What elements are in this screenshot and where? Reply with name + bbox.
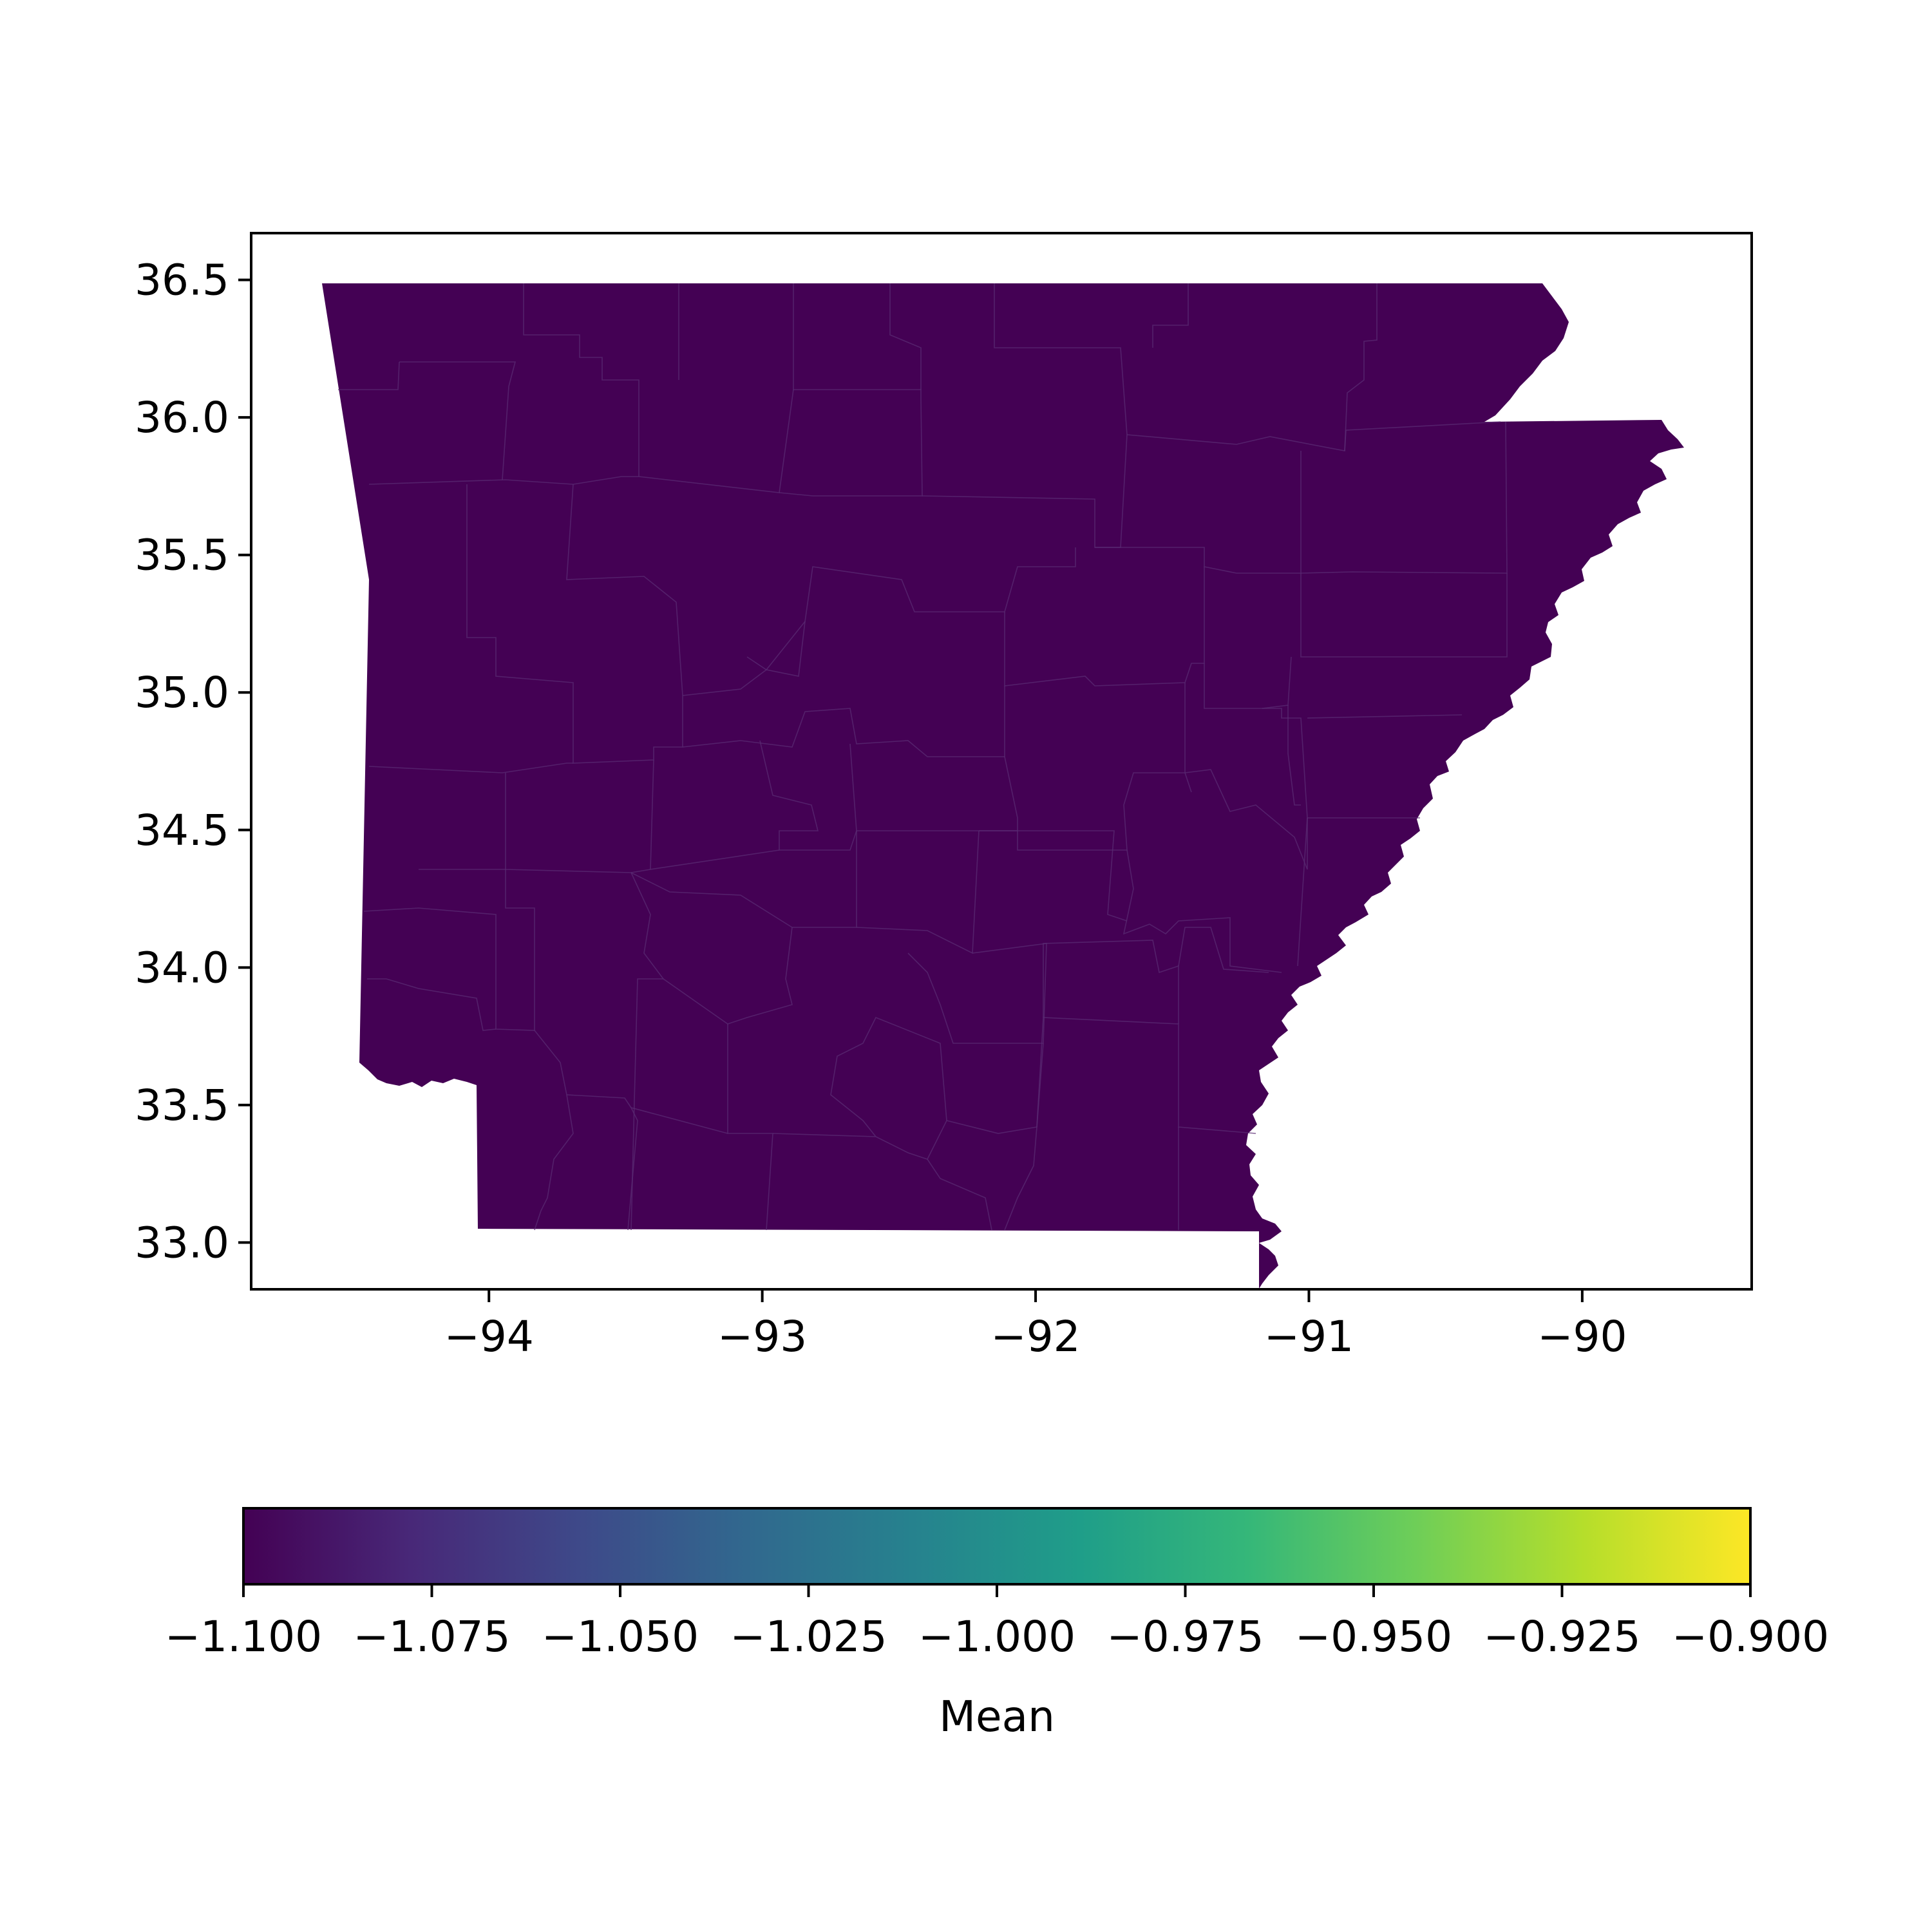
- county-boundary: [856, 830, 980, 954]
- county-boundary: [746, 547, 1076, 671]
- arkansas-state-shape: [322, 283, 1684, 1289]
- county-boundary: [338, 361, 400, 390]
- colorbar-tick-label: −1.075: [353, 1612, 510, 1662]
- county-boundary: [1004, 1126, 1037, 1231]
- y-tick-label: 35.0: [135, 668, 229, 717]
- county-boundary: [1043, 940, 1179, 1024]
- county-boundary: [630, 831, 857, 928]
- y-axis-ticks: 33.0 33.5 34.0 34.5 35.0 35.5 36.0 36.5: [135, 256, 251, 1267]
- county-boundary: [1307, 714, 1463, 719]
- county-boundary: [1095, 451, 1302, 574]
- county-boundary: [1122, 849, 1282, 973]
- county-boundary: [772, 1016, 947, 1160]
- county-boundary: [1300, 421, 1508, 574]
- county-boundary: [1184, 769, 1308, 870]
- x-tick-label: −92: [990, 1312, 1080, 1361]
- x-tick-label: −91: [1264, 1312, 1354, 1361]
- county-boundary: [505, 773, 651, 873]
- map-axes-frame: [250, 232, 1753, 1291]
- county-boundary: [566, 1094, 632, 1108]
- county-boundary: [927, 1159, 992, 1231]
- county-boundary: [627, 1106, 728, 1231]
- colorbar: −1.100 −1.075 −1.050 −1.025 −1.000 −0.975 −0.9…: [165, 1507, 1829, 1741]
- county-boundary: [663, 927, 793, 1025]
- y-tick-label: 33.0: [135, 1218, 229, 1267]
- colorbar-label: Mean: [939, 1692, 1055, 1741]
- y-tick-label: 33.5: [135, 1081, 229, 1130]
- county-boundary: [399, 361, 516, 480]
- colorbar-tick-label: −1.025: [730, 1612, 887, 1662]
- y-tick-label: 34.0: [135, 943, 229, 992]
- county-boundary: [523, 283, 639, 477]
- county-boundary: [1126, 421, 1501, 451]
- y-tick-label: 36.5: [135, 256, 229, 305]
- county-boundary: [727, 1024, 773, 1231]
- county-boundary: [466, 484, 683, 764]
- county-boundary: [946, 1043, 1044, 1134]
- county-boundary: [1287, 705, 1301, 806]
- y-tick-label: 36.0: [135, 393, 229, 442]
- x-axis-ticks: −94 −93 −92 −91 −90: [444, 1289, 1627, 1361]
- colorbar-gradient: [243, 1508, 1750, 1584]
- map-axes: −94 −93 −92 −91 −90 33.0 33.5 34.0 34.5 35.0 35.5…: [135, 232, 1753, 1361]
- county-boundary: [368, 762, 573, 773]
- x-tick-label: −90: [1537, 1312, 1627, 1361]
- county-boundary: [979, 830, 1128, 922]
- colorbar-tick-label: −0.950: [1295, 1612, 1452, 1662]
- county-boundary: [566, 484, 683, 696]
- colorbar-tick-label: −1.050: [542, 1612, 699, 1662]
- colorbar-ticks: −1.100 −1.075 −1.050 −1.025 −1.000 −0.975 −0.9…: [165, 1584, 1829, 1662]
- county-boundary: [1184, 772, 1192, 793]
- county-lines: [338, 283, 1508, 1231]
- y-tick-label: 35.5: [135, 531, 229, 580]
- county-boundary: [779, 399, 923, 497]
- colorbar-tick-label: −1.100: [165, 1612, 322, 1662]
- colorbar-tick-label: −0.975: [1106, 1612, 1264, 1662]
- county-boundary: [1152, 283, 1189, 348]
- county-boundary: [1344, 283, 1378, 451]
- county-boundary: [682, 621, 806, 696]
- county-boundary: [367, 978, 497, 1031]
- county-boundary: [534, 1030, 574, 1231]
- colorbar-tick-label: −0.900: [1672, 1612, 1829, 1662]
- county-boundary: [682, 708, 1005, 757]
- county-boundary: [1300, 573, 1508, 658]
- x-tick-label: −94: [444, 1312, 534, 1361]
- county-boundary: [793, 283, 922, 399]
- county-boundary: [1262, 708, 1308, 967]
- county-boundary: [759, 740, 857, 851]
- county-boundary: [1178, 927, 1269, 973]
- y-tick-label: 34.5: [135, 806, 229, 855]
- colorbar-tick-label: −0.925: [1483, 1612, 1640, 1662]
- x-tick-label: −93: [717, 1312, 807, 1361]
- county-boundary: [994, 283, 1128, 435]
- colorbar-tick-label: −1.000: [918, 1612, 1075, 1662]
- county-boundary: [1004, 567, 1205, 687]
- county-boundary: [889, 283, 922, 390]
